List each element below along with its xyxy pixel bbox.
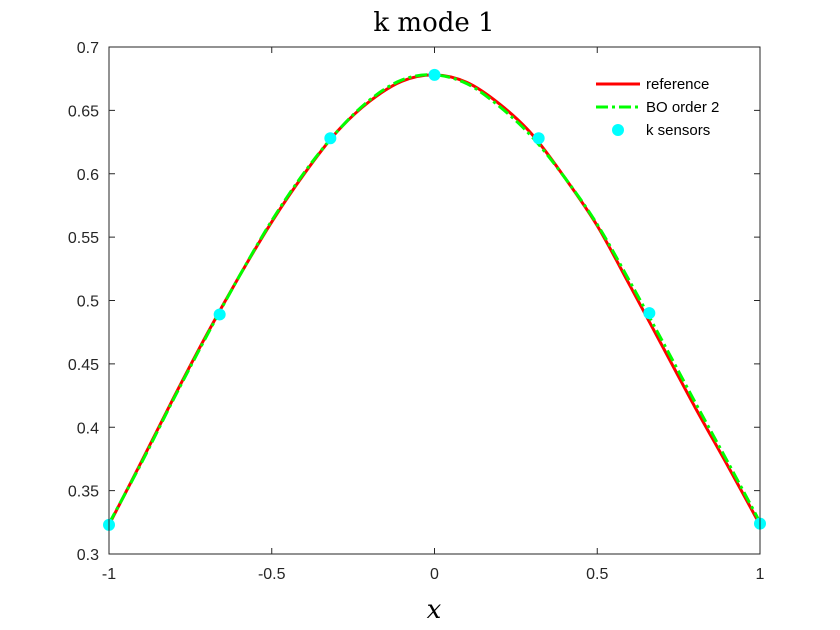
data-point-k-sensors [428,68,441,81]
legend: reference BO order 2 k sensors [596,76,719,139]
y-tick-label: 0.45 [68,357,99,374]
y-tick-label: 0.6 [77,167,99,184]
y-tick-label: 0.65 [68,103,99,120]
data-point-k-sensors [532,132,545,145]
y-tick-label: 0.55 [68,230,99,247]
x-tick-label: -1 [102,566,116,583]
y-tick-label: 0.3 [77,547,99,564]
legend-label-reference: reference [646,76,709,93]
chart-title: k mode 1 [373,8,494,38]
y-tick-label: 0.5 [77,294,99,311]
x-axis-ticks: -1 -0.5 0 0.5 1 [102,47,765,583]
legend-marker-k-sensors [612,124,624,136]
series-line-bo-order-2 [107,73,762,525]
data-point-k-sensors [213,308,226,321]
x-tick-label: 0.5 [586,566,608,583]
plot-area [109,47,760,554]
x-tick-label: 1 [756,566,765,583]
legend-label-bo-order-2: BO order 2 [646,99,719,116]
y-tick-label: 0.35 [68,484,99,501]
x-axis-label: x [427,595,442,625]
data-point-k-sensors [643,307,656,320]
legend-label-k-sensors: k sensors [646,122,710,139]
data-point-k-sensors [324,132,337,145]
y-axis-ticks: 0.3 0.35 0.4 0.45 0.5 0.55 0.6 0.65 0.7 [68,40,760,564]
x-tick-label: 0 [430,566,439,583]
y-tick-label: 0.7 [77,40,99,57]
y-tick-label: 0.4 [77,420,99,437]
x-tick-label: -0.5 [258,566,286,583]
